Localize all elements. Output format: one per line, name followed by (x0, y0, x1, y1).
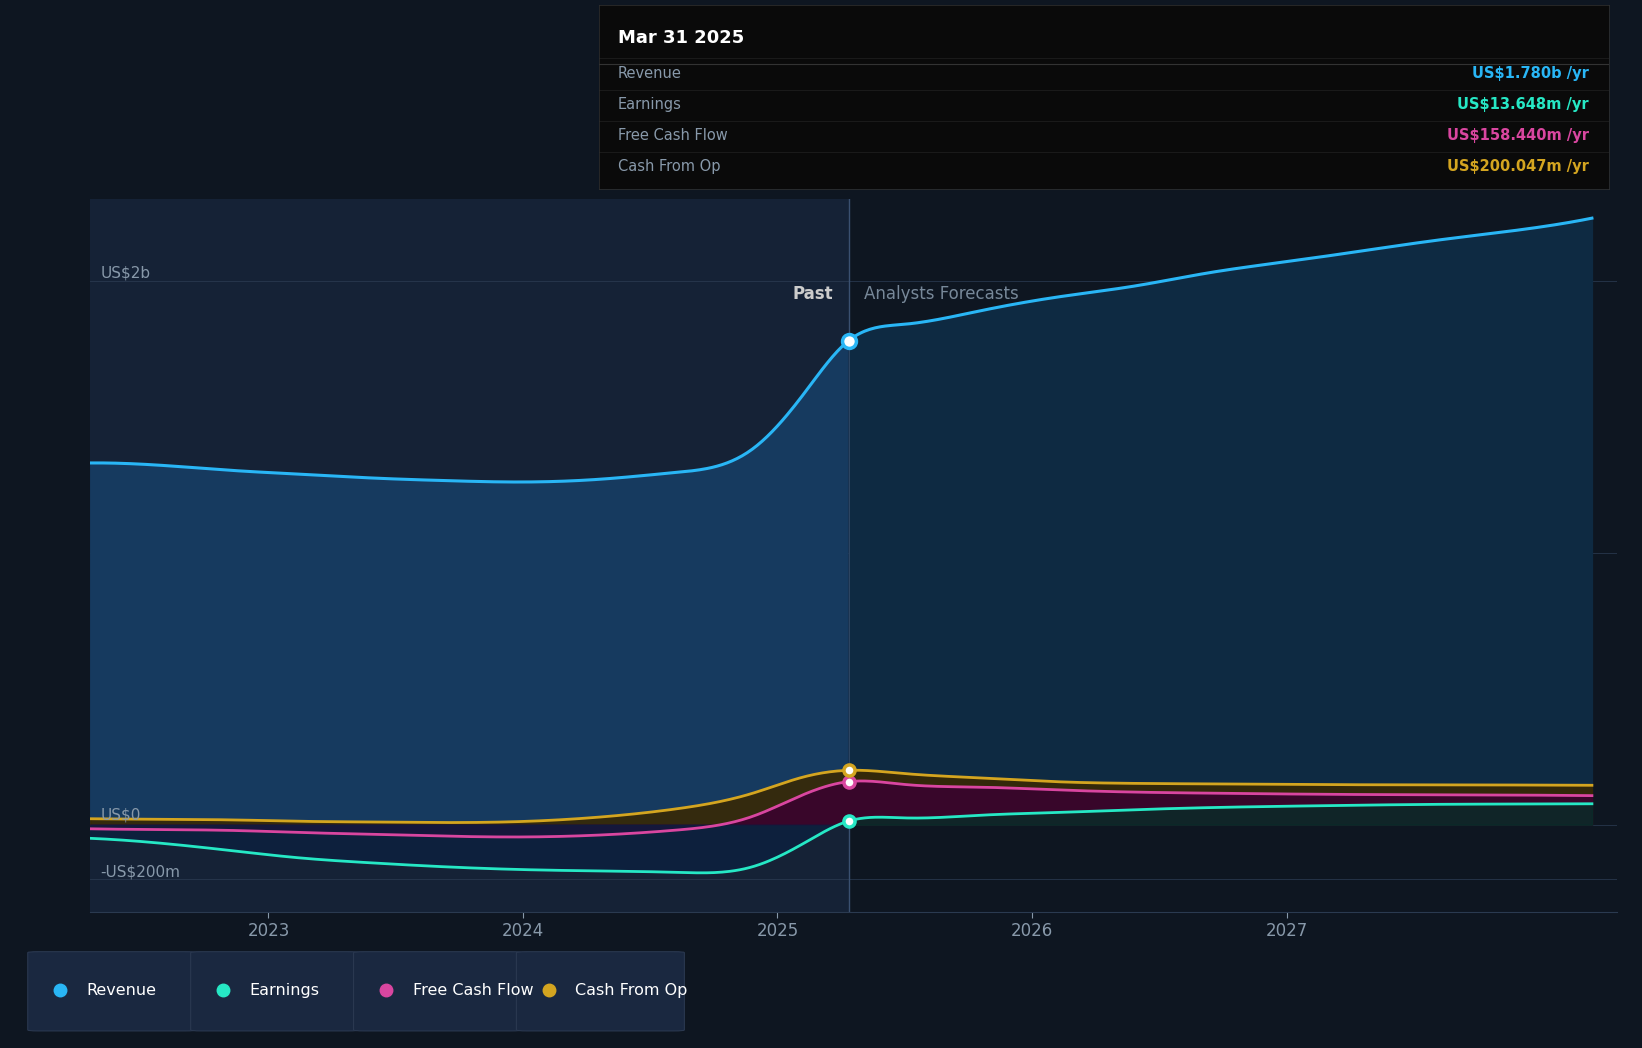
Text: Cash From Op: Cash From Op (575, 983, 688, 998)
Text: US$200.047m /yr: US$200.047m /yr (1447, 159, 1589, 174)
Text: Revenue: Revenue (87, 983, 156, 998)
Text: Earnings: Earnings (250, 983, 320, 998)
Text: Mar 31 2025: Mar 31 2025 (617, 29, 744, 47)
Text: US$0: US$0 (100, 808, 141, 823)
Text: Free Cash Flow: Free Cash Flow (617, 128, 727, 143)
Text: -US$200m: -US$200m (100, 865, 181, 879)
Text: US$2b: US$2b (100, 266, 151, 281)
Text: Analysts Forecasts: Analysts Forecasts (864, 285, 1018, 303)
Text: Cash From Op: Cash From Op (617, 159, 719, 174)
FancyBboxPatch shape (190, 952, 358, 1031)
Text: Revenue: Revenue (617, 66, 681, 81)
FancyBboxPatch shape (353, 952, 522, 1031)
FancyBboxPatch shape (28, 952, 195, 1031)
Bar (90, 199, 849, 912)
Text: Past: Past (793, 285, 834, 303)
Text: Free Cash Flow: Free Cash Flow (412, 983, 534, 998)
Text: Earnings: Earnings (617, 96, 681, 112)
FancyBboxPatch shape (516, 952, 685, 1031)
Bar (849, 199, 1617, 912)
Text: US$13.648m /yr: US$13.648m /yr (1458, 96, 1589, 112)
Text: US$158.440m /yr: US$158.440m /yr (1447, 128, 1589, 143)
Text: US$1.780b /yr: US$1.780b /yr (1473, 66, 1589, 81)
